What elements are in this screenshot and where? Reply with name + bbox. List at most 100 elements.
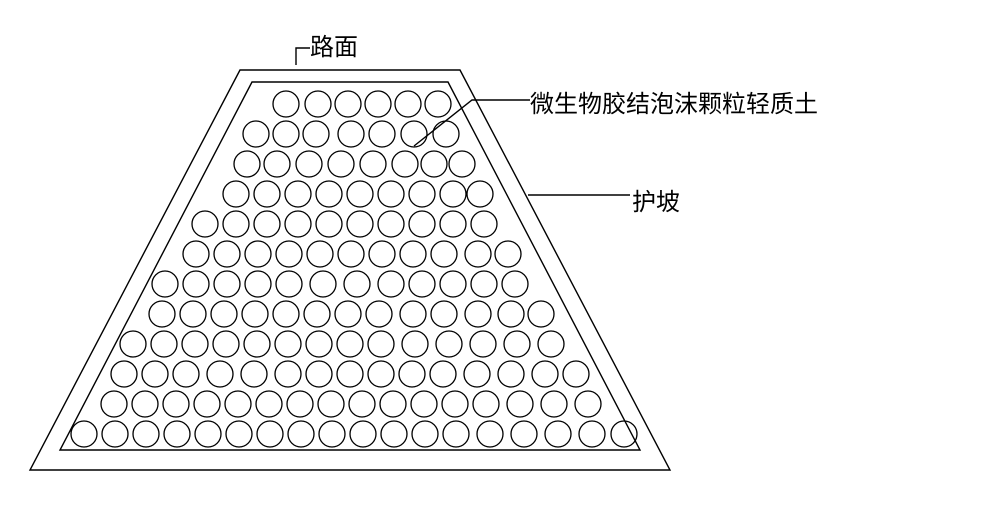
- foam-particle: [409, 211, 435, 237]
- foam-particle: [471, 271, 497, 297]
- foam-particle: [242, 301, 268, 327]
- foam-particle: [402, 331, 428, 357]
- foam-particle: [498, 301, 524, 327]
- foam-particle: [347, 211, 373, 237]
- foam-particle: [213, 331, 239, 357]
- foam-particle: [545, 421, 571, 447]
- foam-particle: [226, 421, 252, 447]
- foam-particle: [498, 361, 524, 387]
- foam-particle: [369, 121, 395, 147]
- label-foam-soil: 微生物胶结泡沫颗粒轻质土: [530, 93, 818, 117]
- foam-particle: [378, 271, 404, 297]
- trapezoid-inner: [60, 82, 640, 450]
- foam-particle: [306, 361, 332, 387]
- foam-particle: [338, 241, 364, 267]
- foam-particle: [152, 271, 178, 297]
- foam-particle: [316, 181, 342, 207]
- foam-particle: [192, 211, 218, 237]
- foam-particle: [433, 121, 459, 147]
- foam-particle: [142, 361, 168, 387]
- foam-particle: [319, 421, 345, 447]
- foam-particle: [400, 301, 426, 327]
- foam-particle: [504, 331, 530, 357]
- foam-particle: [344, 271, 370, 297]
- foam-particle: [380, 391, 406, 417]
- foam-particle: [360, 151, 386, 177]
- foam-particle: [296, 151, 322, 177]
- foam-particle: [464, 361, 490, 387]
- foam-particle: [276, 271, 302, 297]
- foam-particle: [151, 331, 177, 357]
- foam-particle: [223, 211, 249, 237]
- foam-particle: [409, 271, 435, 297]
- foam-particle: [273, 121, 299, 147]
- foam-particle: [440, 211, 466, 237]
- foam-particle: [412, 421, 438, 447]
- foam-particle: [378, 181, 404, 207]
- foam-particle: [440, 271, 466, 297]
- foam-particle: [211, 301, 237, 327]
- foam-particle: [133, 421, 159, 447]
- foam-particle: [473, 391, 499, 417]
- label-slope-protection: 护坡: [632, 191, 680, 215]
- foam-particle: [276, 241, 302, 267]
- foam-particle: [400, 241, 426, 267]
- foam-particle: [223, 181, 249, 207]
- foam-particle: [183, 241, 209, 267]
- foam-particle: [285, 211, 311, 237]
- foam-particle: [164, 421, 190, 447]
- foam-particle: [421, 151, 447, 177]
- foam-particle: [366, 301, 392, 327]
- foam-particle: [538, 331, 564, 357]
- foam-particle: [273, 301, 299, 327]
- foam-particle: [409, 181, 435, 207]
- foam-particle: [318, 391, 344, 417]
- foam-particle: [436, 331, 462, 357]
- foam-particle: [528, 301, 554, 327]
- foam-particle: [207, 361, 233, 387]
- foam-particle: [256, 391, 282, 417]
- foam-particle: [244, 331, 270, 357]
- foam-particle: [579, 421, 605, 447]
- foam-particle: [328, 151, 354, 177]
- foam-particle: [502, 271, 528, 297]
- foam-particle: [378, 211, 404, 237]
- foam-particle: [310, 271, 336, 297]
- foam-particle: [149, 301, 175, 327]
- foam-particle: [132, 391, 158, 417]
- foam-particle: [234, 151, 260, 177]
- foam-particle: [264, 151, 290, 177]
- foam-particle: [273, 91, 299, 117]
- foam-particle: [411, 391, 437, 417]
- foam-particle: [532, 361, 558, 387]
- foam-particle: [183, 271, 209, 297]
- foam-particle: [111, 361, 137, 387]
- foam-particle: [275, 361, 301, 387]
- foam-particle: [335, 91, 361, 117]
- foam-particle: [254, 181, 280, 207]
- foam-particle: [305, 91, 331, 117]
- foam-particle: [285, 181, 311, 207]
- foam-particle: [575, 391, 601, 417]
- foam-particle: [449, 151, 475, 177]
- foam-particle: [470, 331, 496, 357]
- foam-particle: [163, 391, 189, 417]
- foam-particle: [471, 211, 497, 237]
- foam-particle: [338, 121, 364, 147]
- foam-particle: [431, 301, 457, 327]
- foam-particle: [337, 361, 363, 387]
- foam-particle: [440, 181, 466, 207]
- foam-particle: [254, 211, 280, 237]
- foam-particle: [350, 421, 376, 447]
- foam-particle: [392, 151, 418, 177]
- foam-particle: [381, 421, 407, 447]
- foam-particle: [425, 91, 451, 117]
- foam-particle: [467, 181, 493, 207]
- leader-road-surface: [296, 48, 310, 65]
- foam-particle: [214, 271, 240, 297]
- label-road-surface: 路面: [310, 36, 358, 60]
- foam-particle: [399, 361, 425, 387]
- foam-particle: [430, 361, 456, 387]
- foam-particle: [477, 421, 503, 447]
- foam-particle: [173, 361, 199, 387]
